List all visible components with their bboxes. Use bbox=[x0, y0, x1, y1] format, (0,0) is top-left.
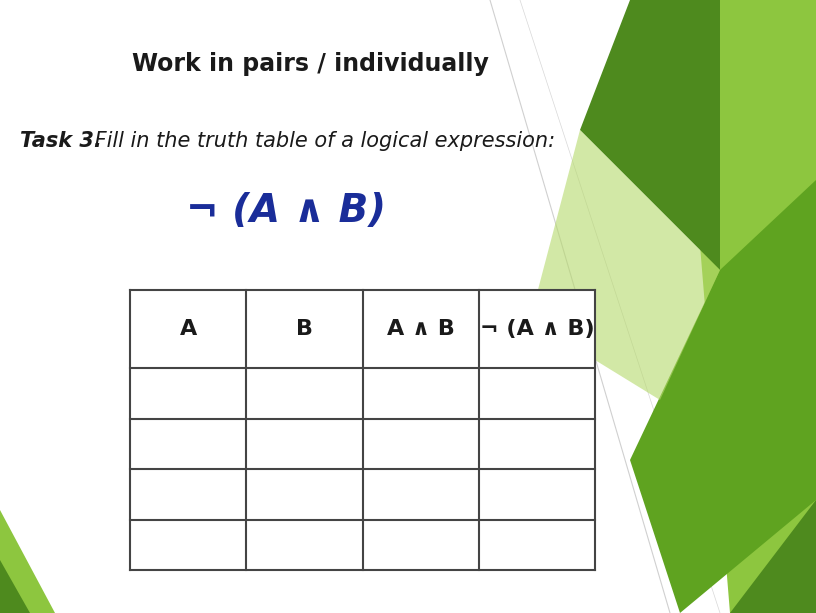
Polygon shape bbox=[530, 130, 720, 400]
Polygon shape bbox=[580, 0, 720, 270]
Text: ¬ (A ∧ B): ¬ (A ∧ B) bbox=[480, 319, 594, 339]
Text: Task 3.: Task 3. bbox=[20, 131, 102, 151]
Text: ¬ (A ∧ B): ¬ (A ∧ B) bbox=[185, 192, 386, 230]
Polygon shape bbox=[680, 0, 816, 613]
Text: Fill in the truth table of a logical expression:: Fill in the truth table of a logical exp… bbox=[88, 131, 556, 151]
Text: A: A bbox=[180, 319, 197, 339]
Text: Work in pairs / individually: Work in pairs / individually bbox=[131, 52, 489, 77]
Polygon shape bbox=[0, 560, 30, 613]
Text: A ∧ B: A ∧ B bbox=[387, 319, 455, 339]
Polygon shape bbox=[0, 510, 55, 613]
Polygon shape bbox=[630, 180, 816, 613]
Polygon shape bbox=[130, 290, 595, 570]
Text: B: B bbox=[296, 319, 313, 339]
Polygon shape bbox=[730, 500, 816, 613]
